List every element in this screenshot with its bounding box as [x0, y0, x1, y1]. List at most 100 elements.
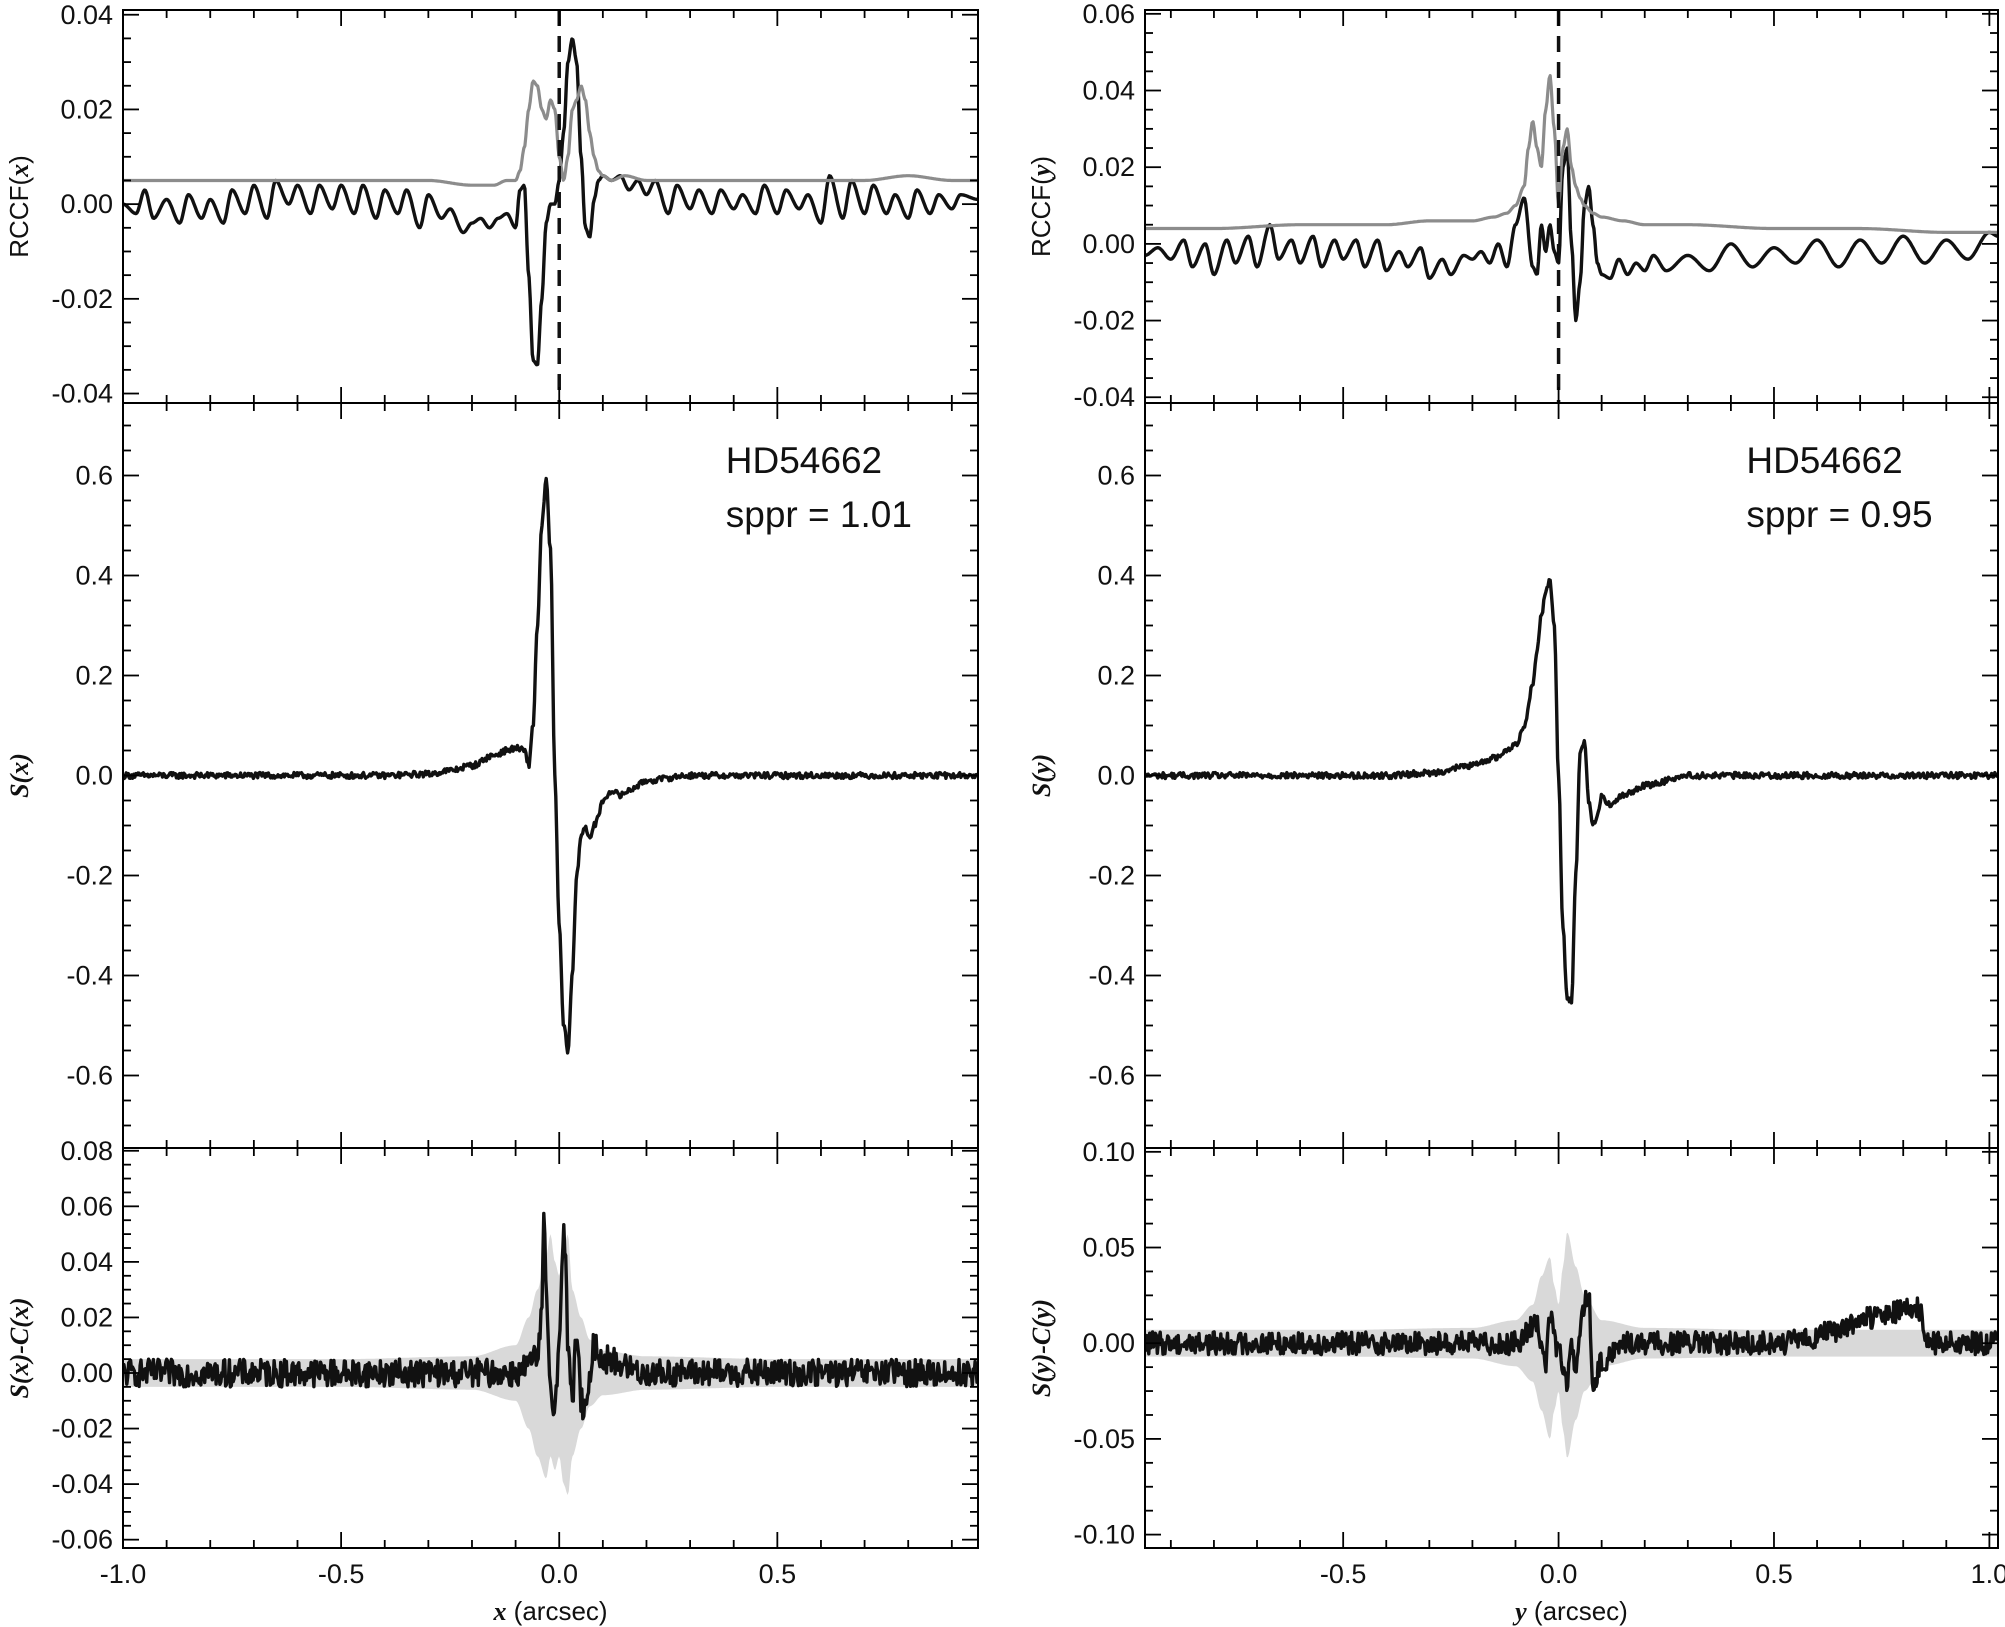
y-axis-title: S(x)-C(x) [5, 1297, 34, 1398]
y-axis-title-part: y [1027, 164, 1056, 179]
x-axis [122, 10, 953, 403]
series-measured-line [123, 1211, 978, 1421]
y-tick-label: -0.2 [1088, 861, 1135, 891]
y-tick-label: -0.04 [1073, 382, 1135, 412]
y-axis-title-part: x [5, 762, 34, 776]
y-axis-title-part: RCCF( [4, 177, 34, 258]
y-axis-title-part: S( [5, 772, 34, 797]
y-tick-label: 0.06 [1082, 0, 1135, 29]
x-axis-title-part: (arcsec) [506, 1596, 607, 1626]
y-tick-label: 0.00 [60, 1358, 113, 1388]
annotation-sppr: sppr = 1.01 [726, 494, 912, 535]
y-tick-label: 0.05 [1082, 1233, 1135, 1263]
y-tick-label: -0.05 [1073, 1424, 1135, 1454]
y-axis-title: S(y)-C(y) [1027, 1299, 1056, 1397]
annotation-star-name: HD54662 [1746, 440, 1902, 481]
y-axis-title: S(x) [5, 753, 34, 798]
y-axis: -0.04 -0.02 0.00 0.02 0.04 0.06 [1073, 0, 1998, 412]
y-axis: -0.10 -0.05 0.00 0.05 0.10 [1073, 1137, 1998, 1550]
series-reference-line [123, 79, 978, 187]
y-axis-title: RCCF(y) [1026, 156, 1056, 257]
y-axis: -0.6 -0.4 -0.2 0.0 0.2 0.4 0.6 [66, 424, 978, 1127]
y-tick-label: 0.04 [1082, 76, 1135, 106]
y-tick-label: 0.10 [1082, 1137, 1135, 1167]
x-tick-label: 1.0 [1971, 1559, 2005, 1589]
y-axis-title-part: ) [1027, 754, 1056, 765]
y-tick-label: 0.0 [75, 761, 113, 791]
y-tick-label: 0.04 [60, 0, 113, 30]
x-tick-label: 0.0 [1540, 1559, 1578, 1589]
plot-area-rccf-x [123, 10, 978, 403]
y-tick-label: 0.06 [60, 1191, 113, 1221]
y-tick-label: 0.00 [1082, 229, 1135, 259]
x-axis: -0.5 0.0 0.5 1.0 [1169, 1148, 2005, 1589]
x-axis: -1.0 -0.5 0.0 0.5 [100, 1148, 953, 1589]
y-tick-label: -0.6 [66, 1061, 113, 1091]
plot-area-s-x [123, 476, 978, 1055]
y-tick-label: -0.4 [1088, 961, 1135, 991]
panel-resid-y: -0.10 -0.05 0.00 0.05 0.10 -0.5 0.0 0.5 1.0 y (ar… [1027, 1137, 2005, 1626]
panels: -0.04-0.020.000.020.04RCCF(x)-0.6-0.4-0.… [4, 0, 2005, 1626]
panel-frame [1144, 1147, 1999, 1549]
y-tick-label: -0.02 [51, 284, 113, 314]
y-tick-label: 0.4 [1097, 561, 1135, 591]
y-axis: -0.06 -0.04 -0.02 0.00 0.02 0.04 0.06 0.08 [51, 1136, 978, 1555]
plot-area-resid-y [1145, 1232, 1998, 1458]
series-measured-line [1145, 146, 1998, 323]
y-tick-label: -0.6 [1088, 1061, 1135, 1091]
y-axis: -0.04 -0.02 0.00 0.02 0.04 [51, 0, 978, 409]
y-tick-label: -0.06 [51, 1525, 113, 1555]
y-tick-label: -0.02 [51, 1414, 113, 1444]
series-reference-line [1145, 74, 1998, 234]
x-axis-title-part: x [492, 1597, 506, 1626]
series-measured-line [1145, 578, 1998, 1005]
y-tick-label: 0.2 [1097, 661, 1135, 691]
panel-s-y: -0.6 -0.4 -0.2 0.0 0.2 0.4 0.6 S(y) HD54662 sppr … [1027, 402, 1999, 1149]
y-tick-label: 0.0 [1097, 761, 1135, 791]
panel-frame [122, 1147, 979, 1549]
x-tick-label: 0.5 [1755, 1559, 1793, 1589]
series-measured-line [123, 476, 978, 1055]
y-tick-label: -0.02 [1073, 306, 1135, 336]
plot-area-rccf-y [1145, 10, 1998, 403]
y-axis-title-part: S( [1027, 772, 1056, 797]
y-tick-label: 0.6 [1097, 461, 1135, 491]
x-tick-label: -0.5 [318, 1559, 365, 1589]
y-axis-title-part: ) [4, 155, 34, 164]
y-axis-title: S(y) [1027, 754, 1056, 797]
annotation-sppr: sppr = 0.95 [1746, 494, 1932, 535]
x-tick-label: -0.5 [1320, 1559, 1367, 1589]
y-axis-title-part: S(x)-C(x) [5, 1297, 34, 1398]
y-tick-label: -0.4 [66, 961, 113, 991]
y-tick-label: 0.4 [75, 561, 113, 591]
y-tick-label: 0.02 [60, 94, 113, 124]
y-tick-label: -0.04 [51, 379, 113, 409]
y-tick-label: -0.2 [66, 861, 113, 891]
series-measured-line [123, 37, 978, 367]
x-axis-title-part: y [1512, 1597, 1527, 1626]
x-axis [1169, 403, 1991, 1148]
y-tick-label: 0.02 [60, 1302, 113, 1332]
y-tick-label: -0.04 [51, 1469, 113, 1499]
y-tick-label: -0.10 [1073, 1520, 1135, 1550]
y-tick-label: 0.04 [60, 1247, 113, 1277]
y-axis-title-part: RCCF( [1026, 176, 1056, 257]
y-tick-label: 0.2 [75, 661, 113, 691]
y-axis-title-part: S(y)-C(y) [1027, 1299, 1056, 1397]
panel-resid-x: -0.06 -0.04 -0.02 0.00 0.02 0.04 0.06 0.08-1.0-… [5, 1136, 979, 1626]
x-axis [122, 403, 953, 1148]
plot-area-s-y [1145, 578, 1998, 1005]
panel-s-x: -0.6 -0.4 -0.2 0.0 0.2 0.4 0.6 S(x) HD54662 sppr … [5, 402, 979, 1149]
y-axis-title-part: y [1027, 762, 1056, 777]
y-tick-label: 0.6 [75, 461, 113, 491]
y-axis: -0.6 -0.4 -0.2 0.0 0.2 0.4 0.6 [1088, 424, 1998, 1127]
y-axis-title-part: ) [5, 753, 34, 764]
y-axis-title-part: ) [1026, 156, 1056, 165]
y-axis-title: RCCF(x) [4, 155, 34, 258]
y-tick-label: 0.08 [60, 1136, 113, 1166]
x-tick-label: 0.5 [759, 1559, 797, 1589]
plot-area-resid-x [123, 1211, 978, 1495]
x-axis-title: y (arcsec) [1512, 1596, 1628, 1626]
x-axis-title-part: (arcsec) [1527, 1596, 1628, 1626]
